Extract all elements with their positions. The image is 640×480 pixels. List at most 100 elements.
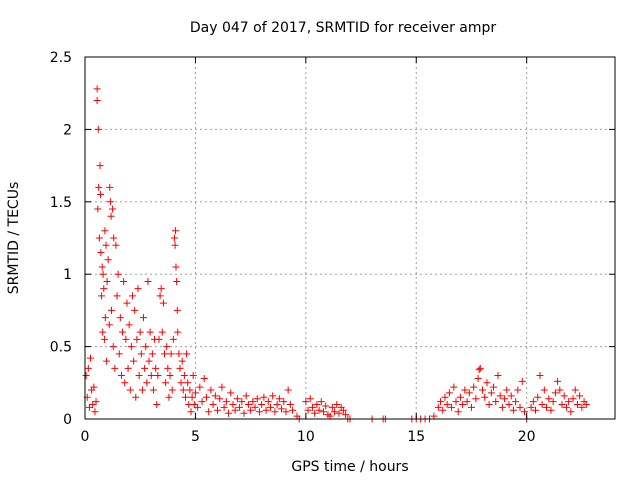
data-point (167, 350, 175, 358)
data-point (286, 401, 294, 409)
data-point (155, 335, 163, 343)
data-point (441, 393, 449, 401)
data-point (494, 372, 502, 380)
data-point (233, 395, 241, 403)
data-point (132, 393, 140, 401)
data-point (91, 408, 99, 416)
data-point (238, 398, 246, 406)
data-point (556, 386, 564, 394)
data-point (492, 398, 500, 406)
data-point (461, 386, 469, 394)
data-point (335, 409, 343, 417)
data-point (302, 398, 310, 406)
data-point (164, 364, 172, 372)
data-point (498, 403, 506, 411)
data-point (452, 398, 460, 406)
data-point (551, 389, 559, 397)
data-point (454, 408, 462, 416)
data-point (107, 212, 115, 220)
data-point (163, 343, 171, 351)
data-point (142, 343, 150, 351)
data-point (220, 403, 228, 411)
data-point (490, 383, 498, 391)
data-point (90, 383, 98, 391)
data-point (146, 328, 154, 336)
data-point (547, 406, 555, 414)
data-point (190, 401, 198, 409)
data-point (183, 350, 191, 358)
data-point (194, 403, 202, 411)
data-point (106, 183, 114, 191)
data-point (476, 364, 484, 372)
data-point (205, 408, 213, 416)
data-point (328, 403, 336, 411)
data-point (109, 205, 117, 213)
data-point (527, 403, 535, 411)
x-tick-label: 20 (518, 429, 536, 445)
data-point (156, 292, 164, 300)
data-point (202, 393, 210, 401)
data-point (82, 372, 90, 380)
data-point (85, 403, 93, 411)
data-point (100, 285, 108, 293)
data-point (134, 285, 142, 293)
data-point (487, 389, 495, 397)
y-tick-label: 1 (63, 267, 72, 283)
data-point (93, 96, 101, 104)
data-point (278, 405, 286, 413)
data-point (465, 389, 473, 397)
data-point (154, 372, 162, 380)
data-point (430, 412, 438, 420)
data-point (216, 395, 224, 403)
data-point (306, 395, 314, 403)
data-point (181, 393, 189, 401)
data-point (110, 234, 118, 242)
data-point (225, 409, 233, 417)
data-point (571, 386, 579, 394)
data-point (304, 406, 312, 414)
data-point (174, 328, 182, 336)
data-point (549, 398, 557, 406)
data-point (198, 398, 206, 406)
data-point (227, 389, 235, 397)
data-point (189, 372, 197, 380)
data-point (157, 285, 165, 293)
data-point (165, 393, 173, 401)
data-point (339, 406, 347, 414)
data-point (514, 386, 522, 394)
data-point (207, 386, 215, 394)
y-tick-label: 0 (63, 412, 72, 428)
data-point (141, 364, 149, 372)
data-point (186, 386, 194, 394)
data-point (187, 408, 195, 416)
data-point (501, 395, 509, 403)
data-point (244, 401, 252, 409)
data-point (168, 386, 176, 394)
data-point (540, 386, 548, 394)
data-point (100, 335, 108, 343)
data-point (98, 292, 106, 300)
data-point (529, 398, 537, 406)
data-point (582, 401, 590, 409)
data-point (130, 357, 138, 365)
data-point (214, 406, 221, 414)
data-point (437, 398, 445, 406)
data-point (115, 350, 123, 358)
data-point (103, 277, 111, 285)
data-point (184, 379, 192, 387)
data-point (331, 408, 339, 416)
data-point (576, 392, 584, 400)
data-point (170, 234, 178, 242)
data-point (122, 335, 130, 343)
data-point (159, 299, 167, 307)
data-point (567, 408, 575, 416)
data-point (322, 402, 330, 410)
data-point (152, 364, 160, 372)
data-point (111, 364, 119, 372)
data-point (284, 386, 292, 394)
data-point (173, 306, 181, 314)
data-point (99, 328, 107, 336)
data-point (103, 357, 111, 365)
data-point (242, 392, 250, 400)
